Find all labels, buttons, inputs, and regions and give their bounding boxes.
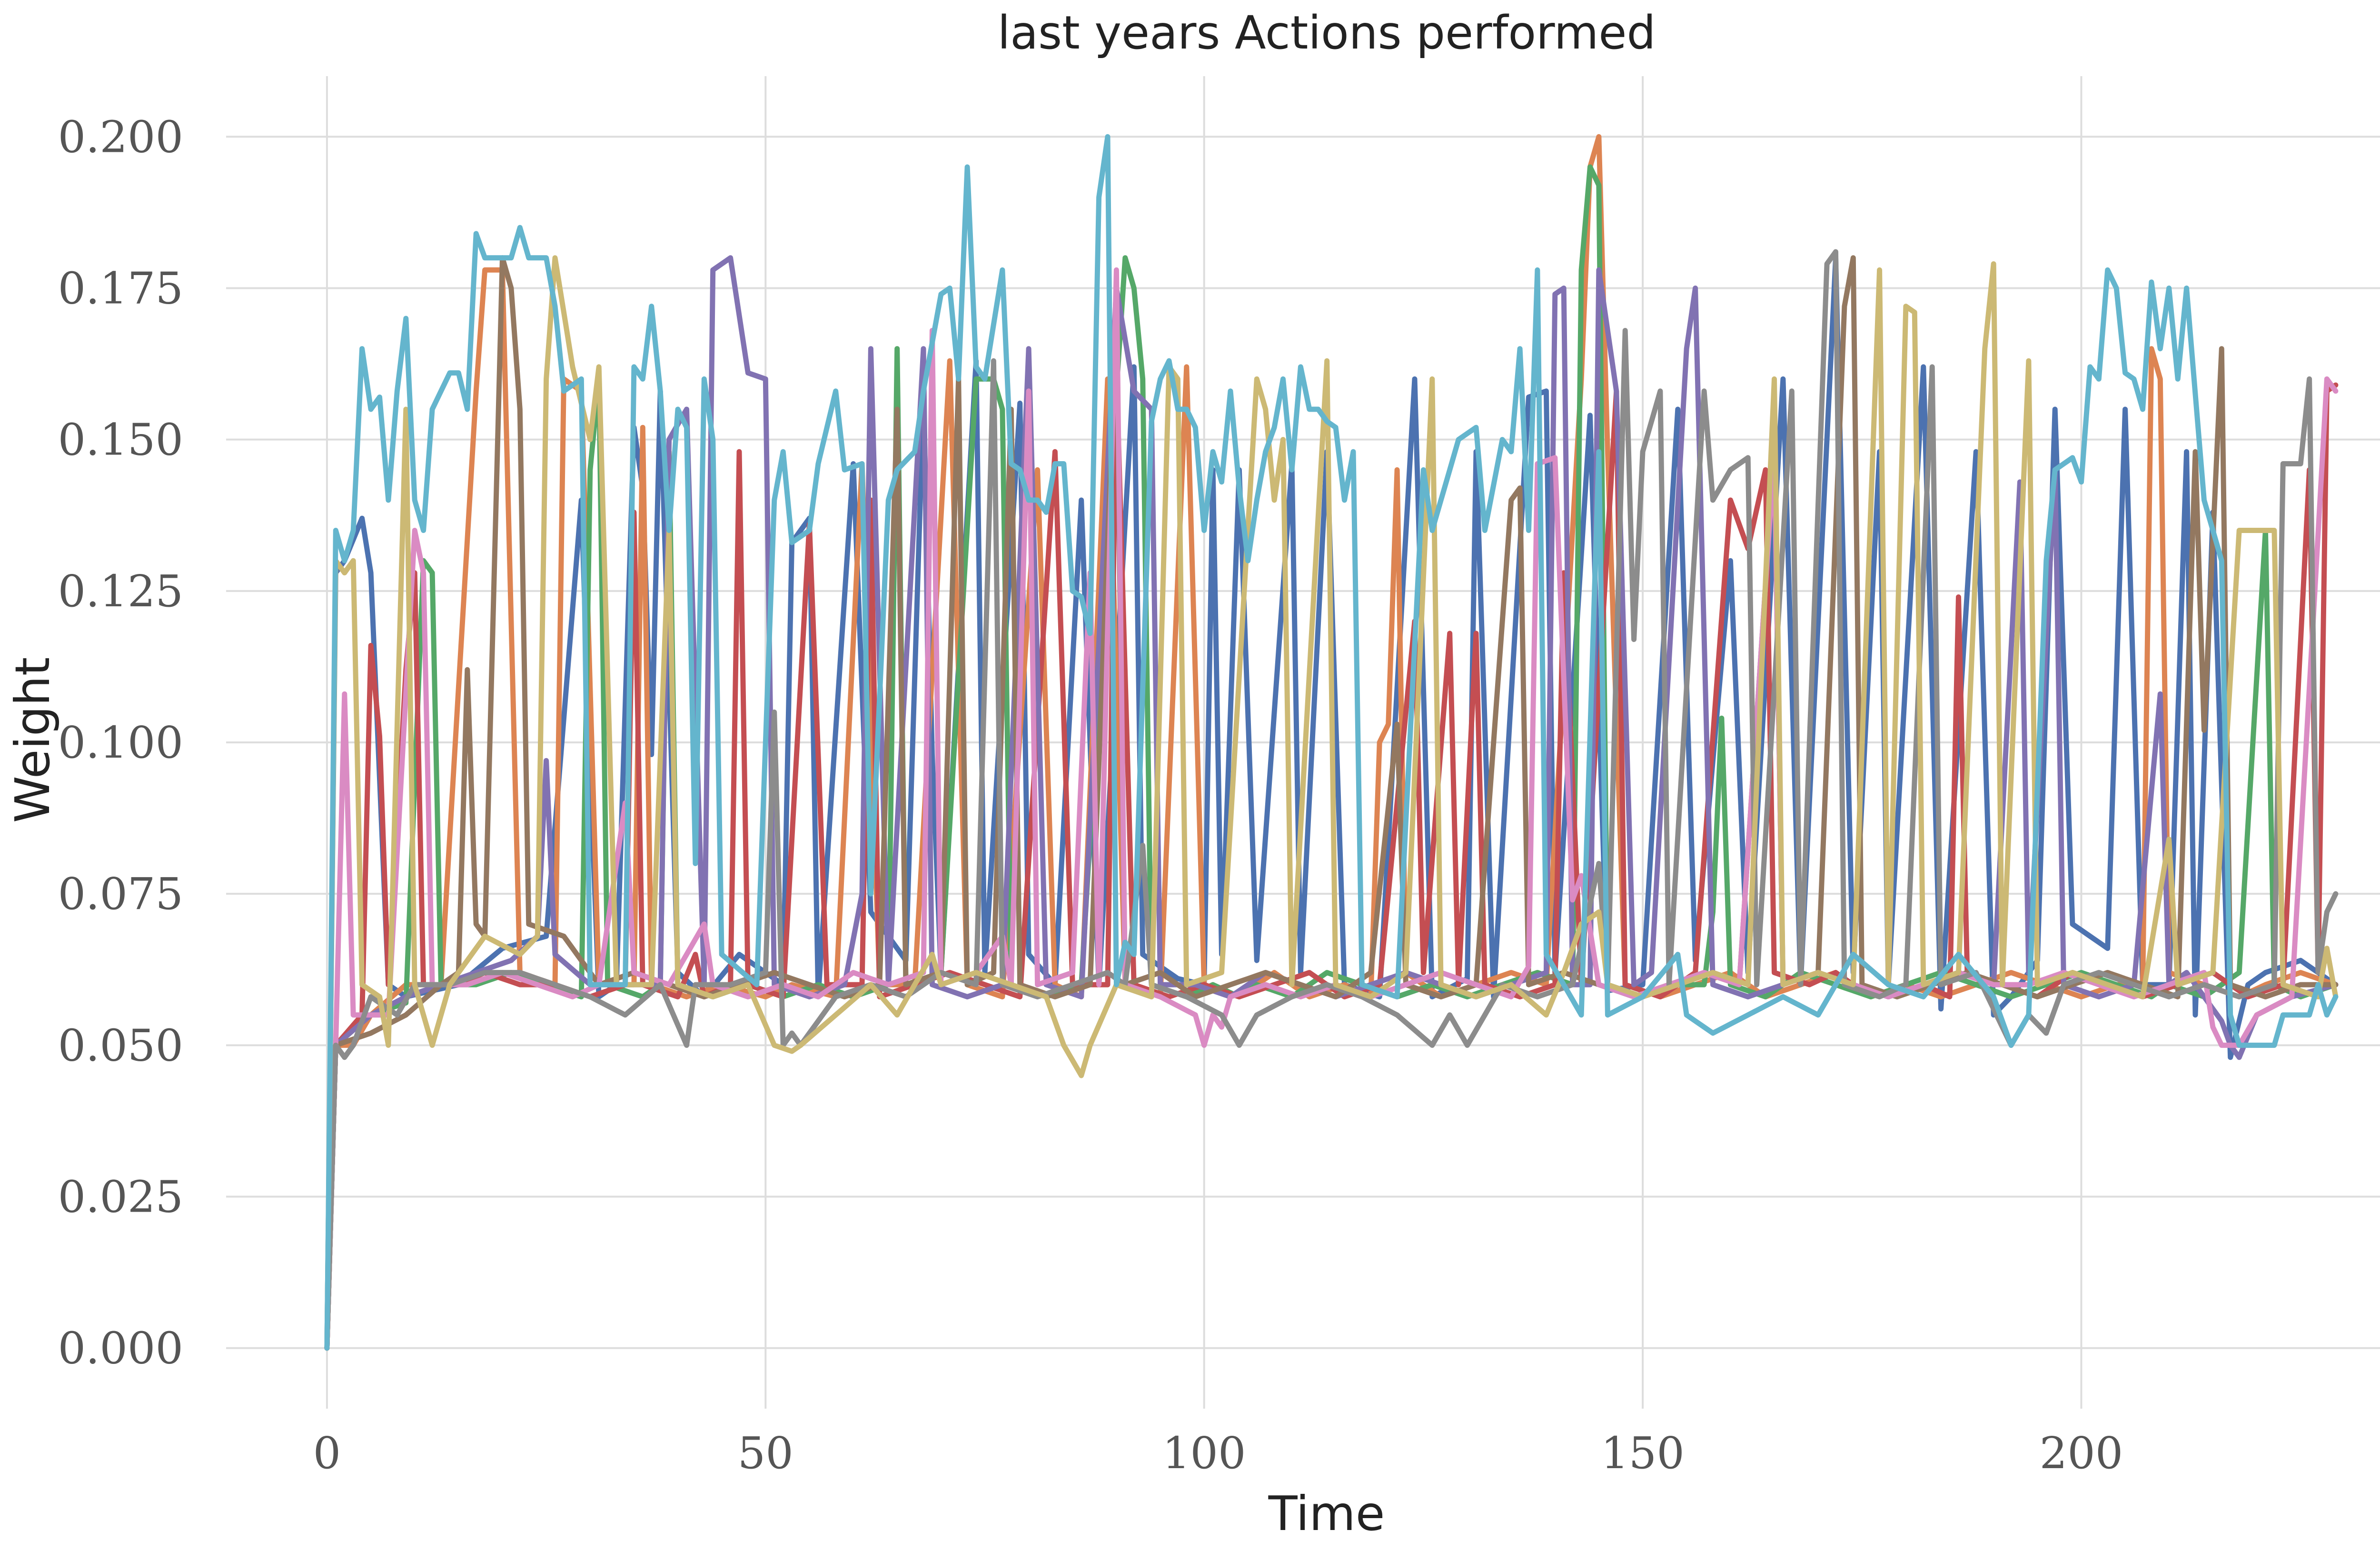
y-tick-label-0: 0.000 — [58, 1323, 183, 1374]
tick-labels: 0.000 0.025 0.050 0.075 0.100 0.125 0.150 0.175… — [58, 111, 2123, 1479]
y-axis-label: Weight — [5, 657, 60, 823]
y-tick-label-1: 0.025 — [58, 1172, 183, 1223]
y-tick-label-7: 0.175 — [58, 263, 183, 314]
y-tick-label-3: 0.075 — [58, 869, 183, 919]
series-line-10 — [324, 134, 2339, 1351]
series-lines — [324, 134, 2339, 1351]
y-tick-label-6: 0.150 — [58, 415, 183, 465]
x-tick-label-2: 100 — [1162, 1428, 1246, 1479]
y-tick-label-5: 0.125 — [58, 566, 183, 617]
series-line-9 — [324, 255, 2339, 1351]
x-tick-label-1: 50 — [738, 1428, 793, 1479]
y-tick-label-8: 0.200 — [58, 111, 183, 162]
chart-title: last years Actions performed — [998, 6, 1656, 59]
x-tick-label-3: 150 — [1601, 1428, 1685, 1479]
x-tick-label-4: 200 — [2040, 1428, 2123, 1479]
x-axis-label: Time — [1268, 1486, 1385, 1541]
x-tick-label-0: 0 — [313, 1428, 341, 1479]
y-tick-label-2: 0.050 — [58, 1020, 183, 1071]
y-tick-label-4: 0.100 — [58, 717, 183, 768]
